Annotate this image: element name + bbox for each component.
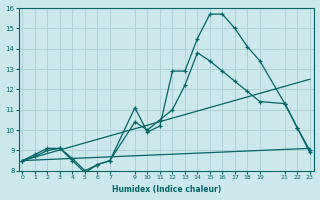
- X-axis label: Humidex (Indice chaleur): Humidex (Indice chaleur): [112, 185, 221, 194]
